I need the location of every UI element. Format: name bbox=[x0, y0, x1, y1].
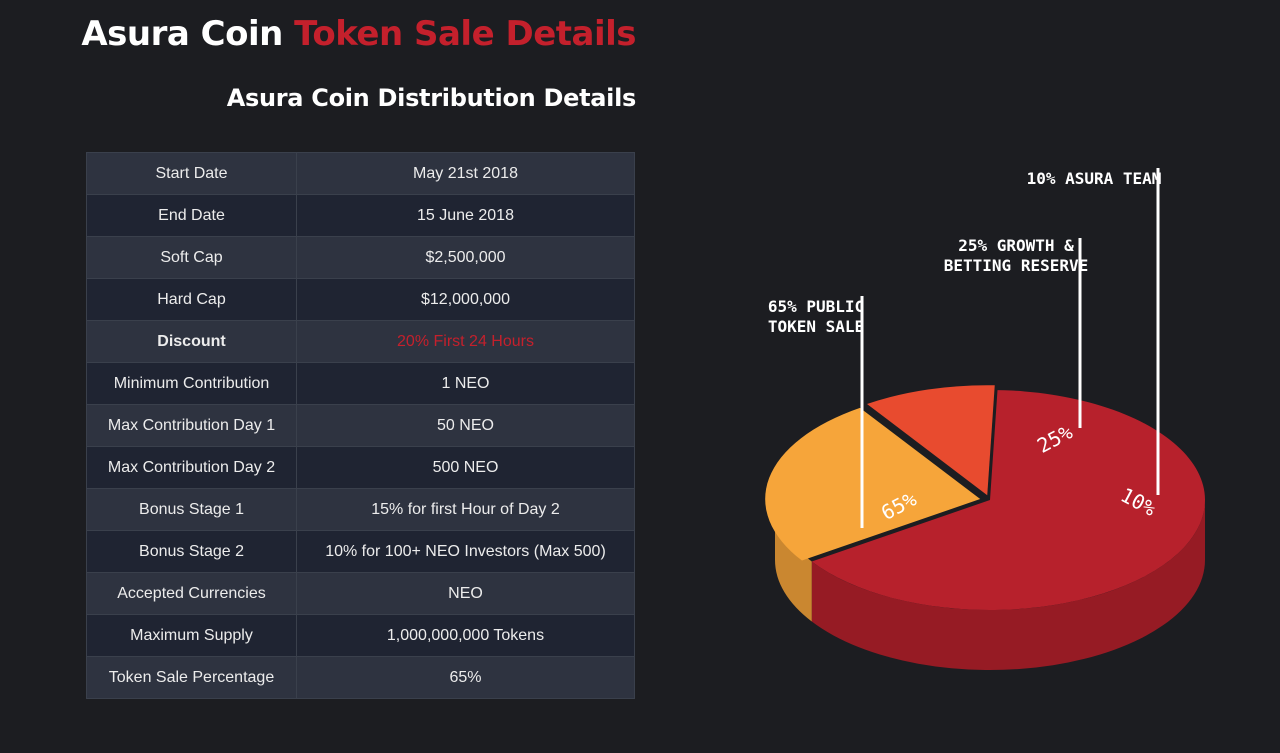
table-row: Maximum Supply 1,000,000,000 Tokens bbox=[86, 614, 635, 657]
pie-slice-10 bbox=[867, 385, 995, 496]
callout-label: 10% ASURA TEAM bbox=[1027, 169, 1162, 188]
row-label: Token Sale Percentage bbox=[86, 656, 297, 699]
row-value: 1 NEO bbox=[296, 362, 635, 405]
callout-label: 65% PUBLIC bbox=[768, 297, 864, 316]
table-row: End Date 15 June 2018 bbox=[86, 194, 635, 237]
pie-slice-65 bbox=[811, 390, 1205, 610]
row-label: Bonus Stage 2 bbox=[86, 530, 297, 573]
table-row: Max Contribution Day 1 50 NEO bbox=[86, 404, 635, 447]
pie-slice-side bbox=[775, 500, 812, 622]
row-label: Max Contribution Day 1 bbox=[86, 404, 297, 447]
callout-label: TOKEN SALE bbox=[768, 317, 864, 336]
row-label: End Date bbox=[86, 194, 297, 237]
row-label: Hard Cap bbox=[86, 278, 297, 321]
table-row: Start Date May 21st 2018 bbox=[86, 152, 635, 195]
table-row: Minimum Contribution 1 NEO bbox=[86, 362, 635, 405]
row-value: 15% for first Hour of Day 2 bbox=[296, 488, 635, 531]
table-row: Token Sale Percentage 65% bbox=[86, 656, 635, 699]
row-value: NEO bbox=[296, 572, 635, 615]
page-title: Asura Coin Token Sale Details bbox=[0, 14, 636, 54]
table-row: Max Contribution Day 2 500 NEO bbox=[86, 446, 635, 489]
table-row: Discount 20% First 24 Hours bbox=[86, 320, 635, 363]
table-row: Soft Cap $2,500,000 bbox=[86, 236, 635, 279]
row-value: 10% for 100+ NEO Investors (Max 500) bbox=[296, 530, 635, 573]
row-label: Accepted Currencies bbox=[86, 572, 297, 615]
row-value: May 21st 2018 bbox=[296, 152, 635, 195]
pie-slice-side bbox=[811, 500, 1205, 670]
row-label: Start Date bbox=[86, 152, 297, 195]
table-row: Bonus Stage 1 15% for first Hour of Day 2 bbox=[86, 488, 635, 531]
row-label: Maximum Supply bbox=[86, 614, 297, 657]
title-accent: Token Sale Details bbox=[294, 14, 636, 54]
row-value: 1,000,000,000 Tokens bbox=[296, 614, 635, 657]
row-value: 500 NEO bbox=[296, 446, 635, 489]
row-label: Discount bbox=[86, 320, 297, 363]
row-value: 20% First 24 Hours bbox=[296, 320, 635, 363]
row-value: 15 June 2018 bbox=[296, 194, 635, 237]
table-row: Bonus Stage 2 10% for 100+ NEO Investors … bbox=[86, 530, 635, 573]
row-value: $12,000,000 bbox=[296, 278, 635, 321]
row-value: 50 NEO bbox=[296, 404, 635, 447]
callout-label: 25% GROWTH & bbox=[958, 236, 1074, 255]
row-label: Soft Cap bbox=[86, 236, 297, 279]
row-label: Max Contribution Day 2 bbox=[86, 446, 297, 489]
row-label: Minimum Contribution bbox=[86, 362, 297, 405]
row-value: 65% bbox=[296, 656, 635, 699]
callout-label: BETTING RESERVE bbox=[944, 256, 1089, 275]
pie-slice-25 bbox=[765, 407, 981, 561]
table-row: Hard Cap $12,000,000 bbox=[86, 278, 635, 321]
title-main: Asura Coin bbox=[81, 14, 283, 54]
row-value: $2,500,000 bbox=[296, 236, 635, 279]
token-sale-details-table: Start Date May 21st 2018 End Date 15 June 2… bbox=[86, 152, 635, 699]
table-row: Accepted Currencies NEO bbox=[86, 572, 635, 615]
section-subtitle: Asura Coin Distribution Details bbox=[226, 84, 637, 112]
row-label: Bonus Stage 1 bbox=[86, 488, 297, 531]
